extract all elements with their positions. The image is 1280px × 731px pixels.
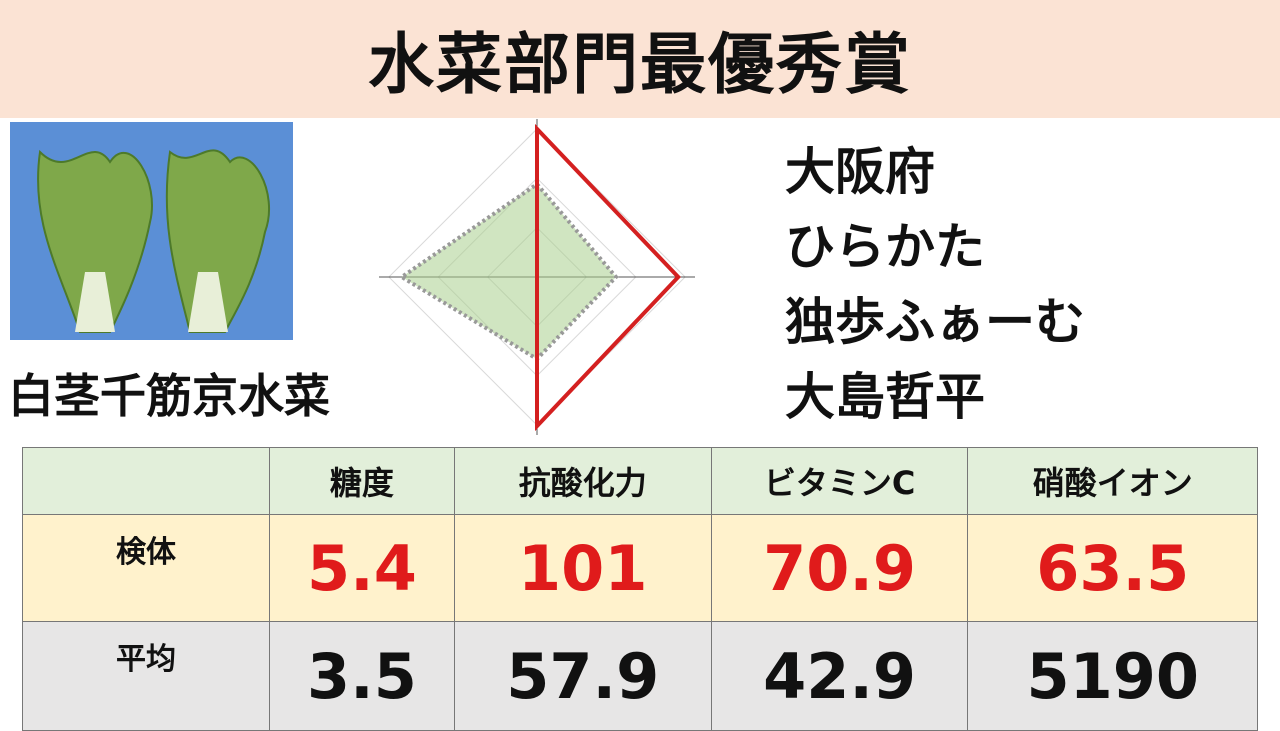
producer-info: 大阪府 ひらかた 独歩ふぁーむ 大島哲平 — [785, 135, 1085, 435]
product-name: 白茎千筋京水菜 — [8, 369, 330, 423]
value-cell: 42.9 — [710, 621, 969, 731]
value-cell: 5.4 — [269, 514, 455, 622]
header: 水菜部門最優秀賞 — [0, 0, 1280, 118]
radar-chart — [379, 119, 695, 435]
results-table: 糖度 抗酸化力 ビタミンC 硝酸イオン 検体 5.4 101 70.9 63.5… — [22, 447, 1258, 731]
value-cell: 63.5 — [967, 514, 1258, 622]
row-label: 検体 — [22, 514, 270, 622]
value-cell: 3.5 — [269, 621, 455, 731]
producer-line: 大島哲平 — [785, 368, 985, 426]
header-cell — [22, 447, 270, 515]
title: 水菜部門最優秀賞 — [368, 26, 912, 103]
radar-series — [398, 181, 619, 362]
header-cell: ビタミンC — [710, 447, 969, 515]
producer-line: 大阪府 — [785, 143, 935, 201]
photo — [10, 122, 293, 340]
producer-line: ひらかた — [785, 218, 985, 276]
producer-line: 独歩ふぁーむ — [785, 293, 1085, 351]
value-cell: 70.9 — [710, 514, 969, 622]
radar-series — [535, 123, 681, 432]
header-cell: 糖度 — [269, 447, 455, 515]
value-cell: 101 — [453, 514, 712, 622]
value-cell: 5190 — [967, 621, 1258, 731]
header-cell: 硝酸イオン — [967, 447, 1258, 515]
row-label: 平均 — [22, 621, 270, 731]
header-cell: 抗酸化力 — [453, 447, 712, 515]
value-cell: 57.9 — [453, 621, 712, 731]
